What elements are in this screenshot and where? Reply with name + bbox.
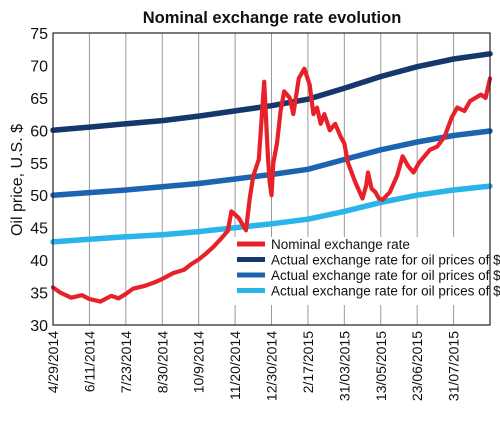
x-tick-label: 8/30/2014 bbox=[154, 331, 170, 393]
x-tick-label: 31/03/2015 bbox=[336, 331, 352, 401]
x-tick-label: 10/9/2014 bbox=[191, 331, 207, 393]
y-tick-label: 40 bbox=[30, 253, 48, 270]
x-tick-label: 11/20/2014 bbox=[227, 331, 243, 400]
y-tick-label: 65 bbox=[30, 91, 48, 108]
y-tick-label: 60 bbox=[30, 123, 48, 140]
series-line-2 bbox=[50, 51, 493, 134]
series-lines bbox=[50, 51, 493, 304]
y-tick-label: 75 bbox=[30, 26, 48, 43]
series-line-4 bbox=[50, 183, 493, 245]
x-tick-labels: 4/29/2014 6/11/2014 7/23/2014 8/30/2014 10/9… bbox=[45, 331, 462, 401]
y-tick-label: 55 bbox=[30, 156, 48, 173]
x-tick-label: 13/05/2015 bbox=[373, 331, 389, 401]
y-tick-label: 30 bbox=[30, 318, 48, 335]
legend-label: Actual exchange rate for oil prices of $… bbox=[271, 284, 500, 299]
x-tick-label: 2/17/2015 bbox=[300, 331, 316, 393]
series-line-1 bbox=[50, 66, 493, 304]
x-tick-label: 7/23/2014 bbox=[118, 331, 134, 393]
x-tick-label: 12/30/2014 bbox=[264, 331, 280, 401]
plot-frame bbox=[52, 32, 491, 326]
x-tick-label: 6/11/2014 bbox=[81, 331, 97, 392]
x-tick-label: 23/06/2015 bbox=[409, 331, 425, 401]
y-axis-label: Oil price, U.S. $ bbox=[9, 124, 26, 236]
x-tick-label: 31/07/2015 bbox=[446, 331, 462, 401]
y-tick-label: 70 bbox=[30, 58, 48, 75]
y-tick-label: 50 bbox=[30, 188, 48, 205]
x-tick-label: 4/29/2014 bbox=[45, 331, 61, 393]
legend-background bbox=[233, 237, 488, 305]
y-tick-label: 35 bbox=[30, 286, 48, 303]
legend-label: Actual exchange rate for oil prices of $… bbox=[271, 253, 500, 268]
legend-label: Nominal exchange rate bbox=[271, 237, 410, 252]
chart-title: Nominal exchange rate evolution bbox=[143, 9, 402, 27]
y-tick-label: 45 bbox=[30, 221, 48, 238]
y-tick-labels: 30 35 40 45 50 55 60 65 70 75 bbox=[30, 26, 48, 335]
legend-label: Actual exchange rate for oil prices of $… bbox=[271, 268, 500, 283]
